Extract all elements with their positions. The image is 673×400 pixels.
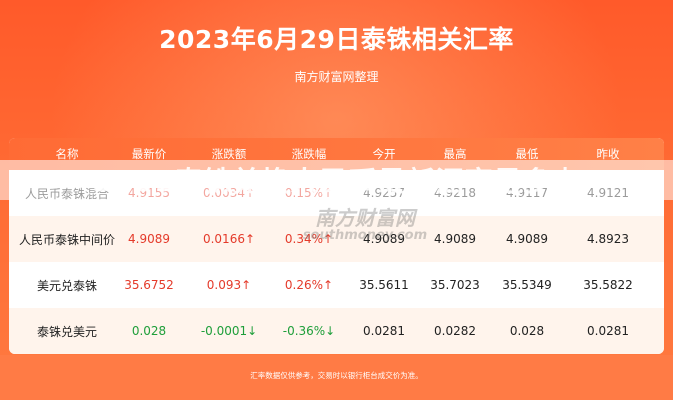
row-name: 泰铢兑美元 xyxy=(36,324,97,339)
column-header-latest: 最新价 xyxy=(131,147,167,161)
row-open: 35.5611 xyxy=(359,278,409,292)
row-pct: 0.34%↑ xyxy=(284,232,334,246)
watermark-brand: 南方财富网 xyxy=(315,206,415,230)
column-header-change: 涨跌额 xyxy=(211,147,247,161)
row-latest: 0.028 xyxy=(131,324,167,338)
row-latest: 4.9089 xyxy=(128,232,170,246)
row-pct: -0.36%↓ xyxy=(282,324,336,338)
row-high: 0.0282 xyxy=(434,324,476,338)
column-header-pct: 涨跌幅 xyxy=(291,147,327,161)
table-row: 美元兑泰铢 35.6752 0.093↑ 0.26%↑ 35.5611 35.7… xyxy=(9,262,664,308)
row-change: -0.0001↓ xyxy=(200,324,258,338)
overlay-band xyxy=(0,160,673,200)
column-header-high: 最高 xyxy=(443,147,467,161)
table-row: 泰铢兑美元 0.028 -0.0001↓ -0.36%↓ 0.0281 0.02… xyxy=(9,308,664,354)
column-header-open: 今开 xyxy=(372,147,396,161)
row-pct: 0.26%↑ xyxy=(284,278,334,292)
row-name: 美元兑泰铢 xyxy=(36,278,97,293)
overlay-headline: 3800泰铢兑换人民币最新汇率是多少 xyxy=(92,165,581,198)
row-high: 4.9089 xyxy=(434,232,476,246)
row-name: 人民币泰铢中间价 xyxy=(18,232,115,247)
row-change: 0.0166↑ xyxy=(202,232,256,246)
column-header-name: 名称 xyxy=(55,147,79,161)
row-open: 0.0281 xyxy=(363,324,405,338)
bottom-band xyxy=(0,355,673,400)
row-prev: 4.8923 xyxy=(587,232,629,246)
watermark: 南方财富网 southmoney.com xyxy=(265,202,465,243)
row-low: 4.9089 xyxy=(506,232,548,246)
row-low: 0.028 xyxy=(509,324,545,338)
footnote: 汇率数据仅供参考，交易时以银行柜台成交价为准。 xyxy=(250,371,423,380)
page-title: 2023年6月29日泰铢相关汇率 xyxy=(159,25,514,54)
row-low: 35.5349 xyxy=(502,278,552,292)
row-change: 0.093↑ xyxy=(206,278,252,292)
row-prev: 35.5822 xyxy=(583,278,633,292)
column-header-prev: 昨收 xyxy=(596,147,620,161)
table-row: 人民币泰铢中间价 4.9089 0.0166↑ 0.34%↑ 4.9089 4.… xyxy=(9,216,664,262)
watermark-url: southmoney.com xyxy=(302,228,428,243)
column-header-low: 最低 xyxy=(515,147,539,161)
row-open: 4.9089 xyxy=(363,232,405,246)
page-subtitle: 南方财富网整理 xyxy=(294,70,379,84)
row-prev: 0.0281 xyxy=(587,324,629,338)
row-latest: 35.6752 xyxy=(124,278,174,292)
row-high: 35.7023 xyxy=(430,278,480,292)
